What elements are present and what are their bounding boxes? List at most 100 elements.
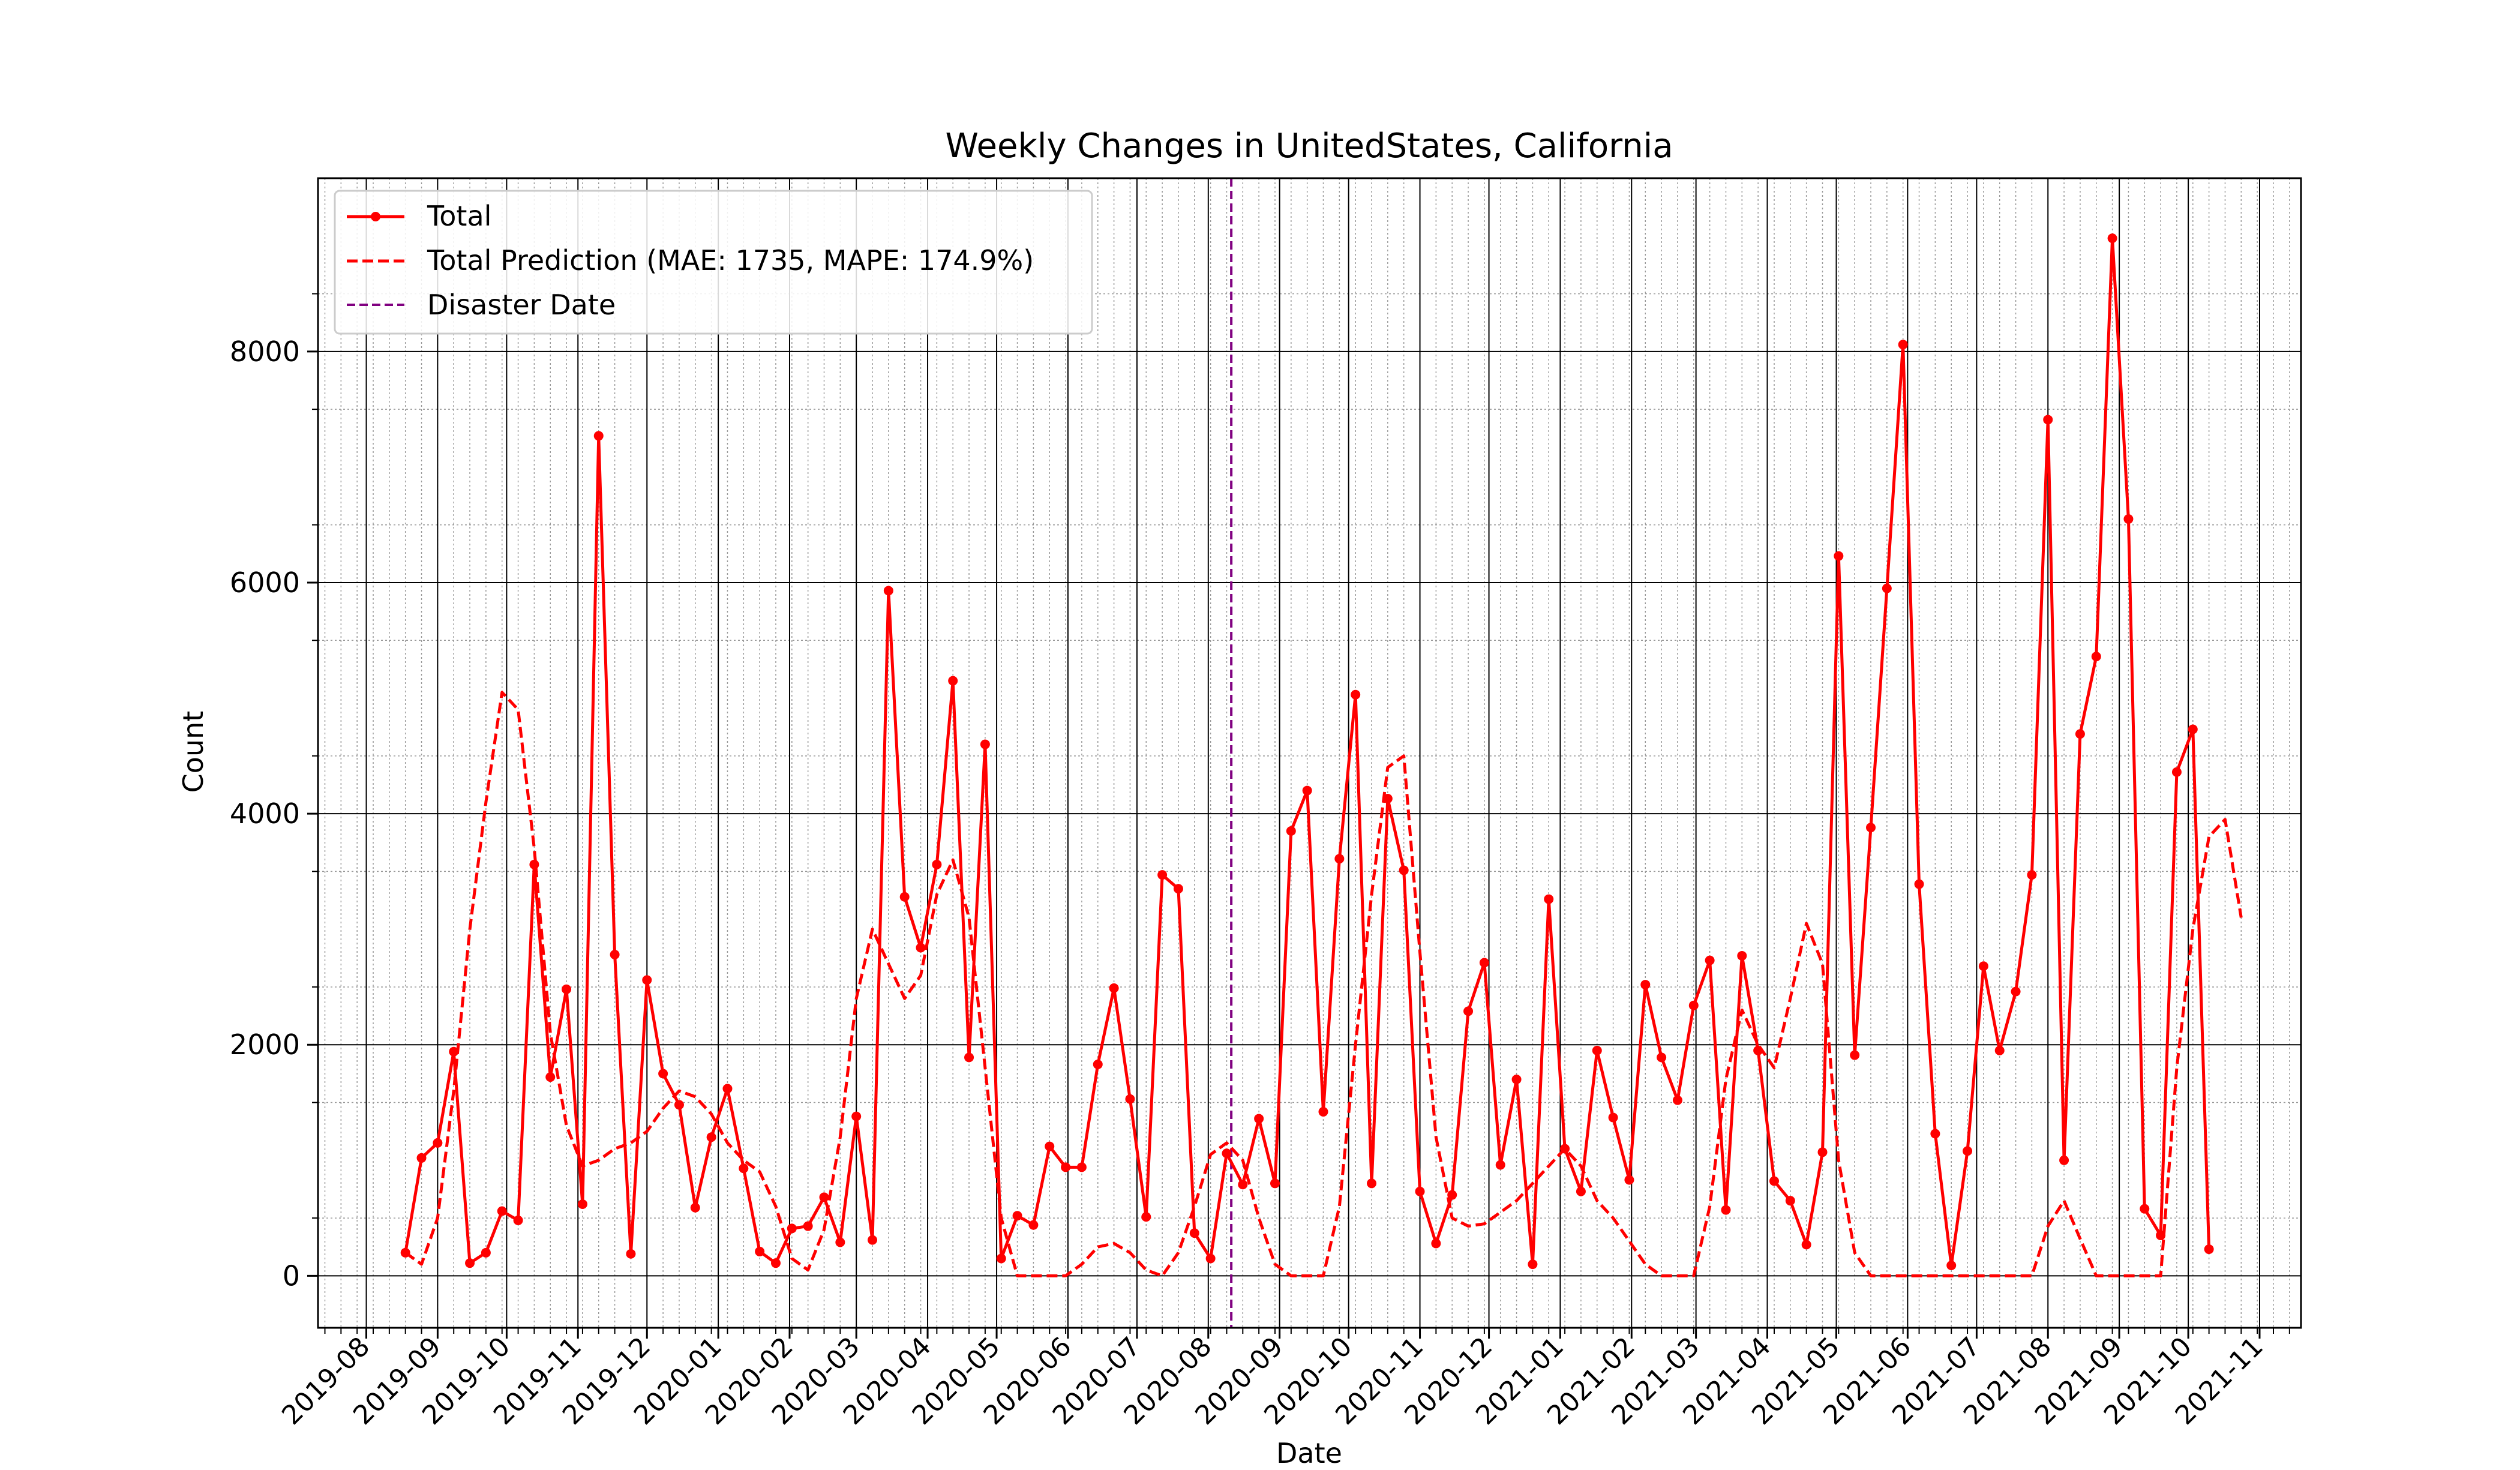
- total-point: [1721, 1205, 1731, 1215]
- total-point: [2171, 767, 2182, 777]
- total-point: [433, 1138, 443, 1148]
- total-point: [1511, 1074, 1522, 1084]
- total-point: [1705, 955, 1715, 965]
- total-point: [2188, 724, 2198, 734]
- legend-total-marker: [371, 212, 380, 221]
- total-point: [1801, 1240, 1811, 1250]
- total-point: [1318, 1106, 1328, 1117]
- plot-frame: [317, 177, 2302, 1329]
- total-point: [1608, 1112, 1618, 1123]
- total-point: [1576, 1186, 1586, 1196]
- total-point: [1399, 865, 1409, 875]
- total-point: [2091, 652, 2101, 662]
- total-point: [1817, 1147, 1828, 1157]
- total-point: [416, 1153, 427, 1163]
- total-point: [1270, 1178, 1280, 1189]
- total-point: [1173, 884, 1183, 894]
- total-point: [1657, 1052, 1667, 1063]
- total-point: [674, 1100, 684, 1110]
- total-point: [1688, 1000, 1699, 1010]
- total-point: [2027, 870, 2037, 880]
- total-point: [1785, 1196, 1795, 1206]
- total-point: [835, 1237, 845, 1247]
- total-point: [2156, 1230, 2166, 1240]
- total-point: [1125, 1094, 1135, 1104]
- legend-prediction-label: Total Prediction (MAE: 1735, MAPE: 174.9…: [427, 244, 1034, 277]
- x-axis-label: Date: [1276, 1437, 1342, 1469]
- total-point: [1447, 1190, 1457, 1200]
- total-point: [400, 1247, 410, 1258]
- total-point: [1141, 1212, 1151, 1222]
- total-point: [2043, 415, 2053, 425]
- legend-box: [334, 190, 1093, 335]
- total-point: [1528, 1259, 1538, 1270]
- total-point: [851, 1111, 862, 1121]
- total-point: [545, 1072, 556, 1082]
- total-point: [803, 1221, 813, 1231]
- total-point: [1737, 950, 1747, 961]
- prediction-series: [404, 691, 2243, 1277]
- total-point: [529, 859, 539, 869]
- total-point: [1367, 1178, 1377, 1189]
- total-point: [996, 1253, 1006, 1264]
- total-point: [1930, 1129, 1940, 1139]
- total-point: [1334, 854, 1345, 864]
- total-point: [1479, 958, 1489, 968]
- total-point: [1866, 823, 1876, 833]
- total-point: [916, 943, 926, 953]
- total-point: [1769, 1176, 1779, 1186]
- total-point: [2204, 1244, 2214, 1255]
- total-point: [1850, 1050, 1860, 1060]
- total-point: [2140, 1204, 2150, 1214]
- total-point: [658, 1069, 668, 1079]
- total-point: [642, 975, 652, 985]
- legend: Total Total Prediction (MAE: 1735, MAPE:…: [334, 190, 1093, 335]
- total-point: [1351, 689, 1361, 700]
- y-axis: 0 2000 4000 6000 8000: [230, 293, 318, 1292]
- total-point: [513, 1215, 523, 1225]
- y-tick-label: 0: [283, 1259, 300, 1292]
- y-tick-label: 4000: [230, 797, 300, 830]
- total-point: [1109, 983, 1119, 993]
- total-point: [1286, 826, 1296, 836]
- total-point: [1753, 1045, 1763, 1055]
- total-point: [626, 1249, 636, 1259]
- total-point: [1994, 1045, 2005, 1055]
- total-point: [739, 1163, 749, 1174]
- total-point: [1157, 870, 1168, 880]
- total-point: [1963, 1146, 1973, 1156]
- total-point: [819, 1192, 829, 1202]
- y-tick-label: 6000: [230, 566, 300, 599]
- total-point: [690, 1202, 700, 1213]
- y-tick-label: 2000: [230, 1028, 300, 1061]
- total-point: [868, 1235, 878, 1245]
- total-point: [481, 1247, 491, 1258]
- total-point: [1463, 1006, 1474, 1016]
- total-point: [1302, 785, 1312, 796]
- major-grid: [318, 178, 2301, 1328]
- chart-title: Weekly Changes in UnitedStates, Californ…: [945, 127, 1673, 166]
- total-point: [610, 950, 620, 960]
- y-axis-label: Count: [177, 711, 209, 793]
- total-point: [1189, 1228, 1199, 1238]
- total-point: [2107, 233, 2117, 244]
- total-point: [899, 892, 910, 902]
- total-point: [1898, 340, 1908, 350]
- total-point: [722, 1084, 733, 1094]
- total-point: [1978, 961, 1988, 971]
- total-point: [1205, 1253, 1216, 1264]
- total-point: [932, 859, 942, 869]
- total-point: [980, 739, 990, 749]
- total-point: [562, 984, 572, 994]
- total-point: [1238, 1180, 1248, 1190]
- total-point: [497, 1206, 507, 1216]
- total-point: [1495, 1160, 1505, 1170]
- total-point: [2123, 514, 2134, 524]
- total-point: [1834, 551, 1844, 561]
- y-tick-label: 8000: [230, 335, 300, 368]
- total-point: [1415, 1186, 1425, 1196]
- total-point: [1544, 894, 1554, 904]
- total-point: [1431, 1238, 1441, 1249]
- total-point: [948, 676, 958, 686]
